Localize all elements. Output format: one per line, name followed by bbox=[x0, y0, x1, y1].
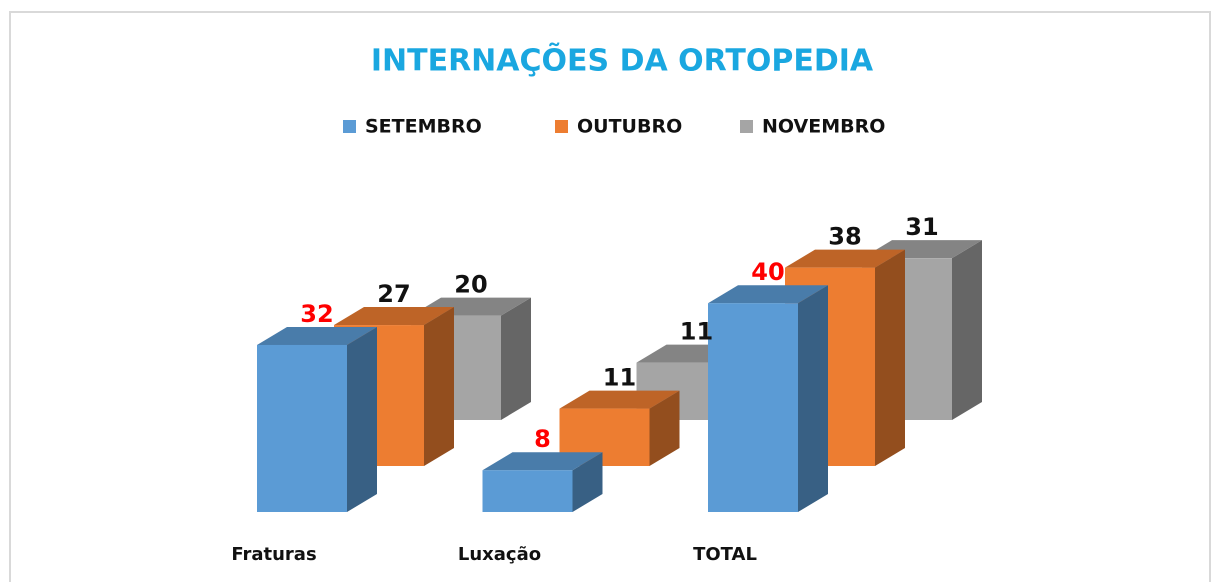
bar bbox=[482, 470, 573, 512]
data-label: 20 bbox=[454, 271, 487, 299]
bar bbox=[257, 344, 347, 512]
legend-swatch bbox=[555, 120, 568, 133]
data-label: 32 bbox=[300, 300, 333, 328]
bar-side bbox=[649, 390, 680, 466]
legend-label: OUTUBRO bbox=[577, 116, 682, 138]
data-label: 11 bbox=[680, 318, 713, 346]
bar-side bbox=[798, 285, 828, 512]
bar-side bbox=[572, 452, 603, 512]
bar bbox=[708, 303, 798, 512]
legend-swatch bbox=[740, 120, 753, 133]
bar-top bbox=[482, 452, 603, 471]
bar-top bbox=[257, 326, 377, 345]
bar-side bbox=[347, 326, 377, 512]
bar-top bbox=[334, 307, 454, 326]
x-tick-label: TOTAL bbox=[693, 544, 757, 565]
chart-frame bbox=[9, 11, 1211, 582]
bar-side bbox=[875, 249, 905, 466]
legend-swatch bbox=[343, 120, 356, 133]
legend-label: NOVEMBRO bbox=[762, 116, 885, 138]
bar-side bbox=[501, 297, 531, 420]
bar-top bbox=[708, 285, 828, 304]
x-tick-label: Fraturas bbox=[231, 544, 316, 565]
data-label: 27 bbox=[377, 280, 410, 308]
data-label: 11 bbox=[603, 364, 636, 392]
data-label: 38 bbox=[828, 223, 861, 251]
bar-top bbox=[785, 249, 905, 268]
chart-title: INTERNAÇÕES DA ORTOPEDIA bbox=[371, 42, 874, 79]
data-label: 40 bbox=[751, 258, 784, 286]
bar-top bbox=[559, 390, 680, 409]
data-label: 8 bbox=[534, 425, 551, 453]
x-tick-label: Luxação bbox=[458, 544, 541, 565]
bar-side bbox=[424, 307, 454, 466]
data-label: 31 bbox=[905, 213, 938, 241]
bar-side bbox=[952, 240, 982, 420]
legend-label: SETEMBRO bbox=[365, 116, 482, 138]
